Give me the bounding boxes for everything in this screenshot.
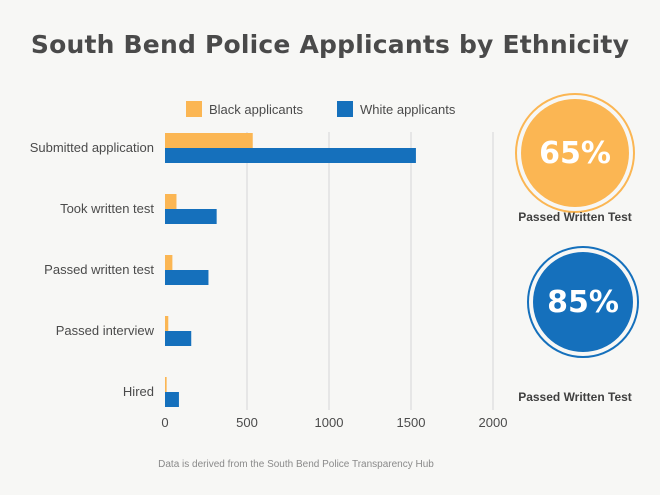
kpi-black-caption: Passed Written Test (518, 210, 632, 224)
x-tick-label: 1000 (315, 415, 344, 430)
bar-black (165, 377, 167, 392)
legend-label: Black applicants (209, 102, 303, 117)
bar-black (165, 133, 253, 148)
category-label: Submitted application (30, 140, 154, 155)
legend-swatch (186, 101, 202, 117)
kpi-white-caption: Passed Written Test (518, 390, 632, 404)
category-label: Passed interview (56, 323, 155, 338)
bar-white (165, 392, 179, 407)
category-label: Hired (123, 384, 154, 399)
bar-white (165, 270, 209, 285)
legend-swatch (337, 101, 353, 117)
x-tick-label: 500 (236, 415, 258, 430)
bar-black (165, 316, 169, 331)
bar-white (165, 331, 192, 346)
kpi-white: 85% (527, 246, 639, 358)
bar-white (165, 148, 416, 163)
chart-title: South Bend Police Applicants by Ethnicit… (30, 30, 630, 59)
kpi-white-ring (527, 246, 639, 358)
kpi-black: 65% (515, 93, 635, 213)
legend-label: White applicants (360, 102, 456, 117)
category-label: Passed written test (44, 262, 154, 277)
kpi-white-value: 85% (533, 252, 633, 352)
footnote: Data is derived from the South Bend Poli… (158, 459, 434, 470)
x-tick-label: 2000 (479, 415, 508, 430)
kpi-black-value: 65% (521, 99, 629, 207)
bar-white (165, 209, 217, 224)
x-tick-label: 0 (161, 415, 168, 430)
kpi-black-ring (515, 93, 635, 213)
bar-black (165, 255, 173, 270)
bar-black (165, 194, 177, 209)
x-tick-label: 1500 (397, 415, 426, 430)
category-label: Took written test (60, 201, 154, 216)
